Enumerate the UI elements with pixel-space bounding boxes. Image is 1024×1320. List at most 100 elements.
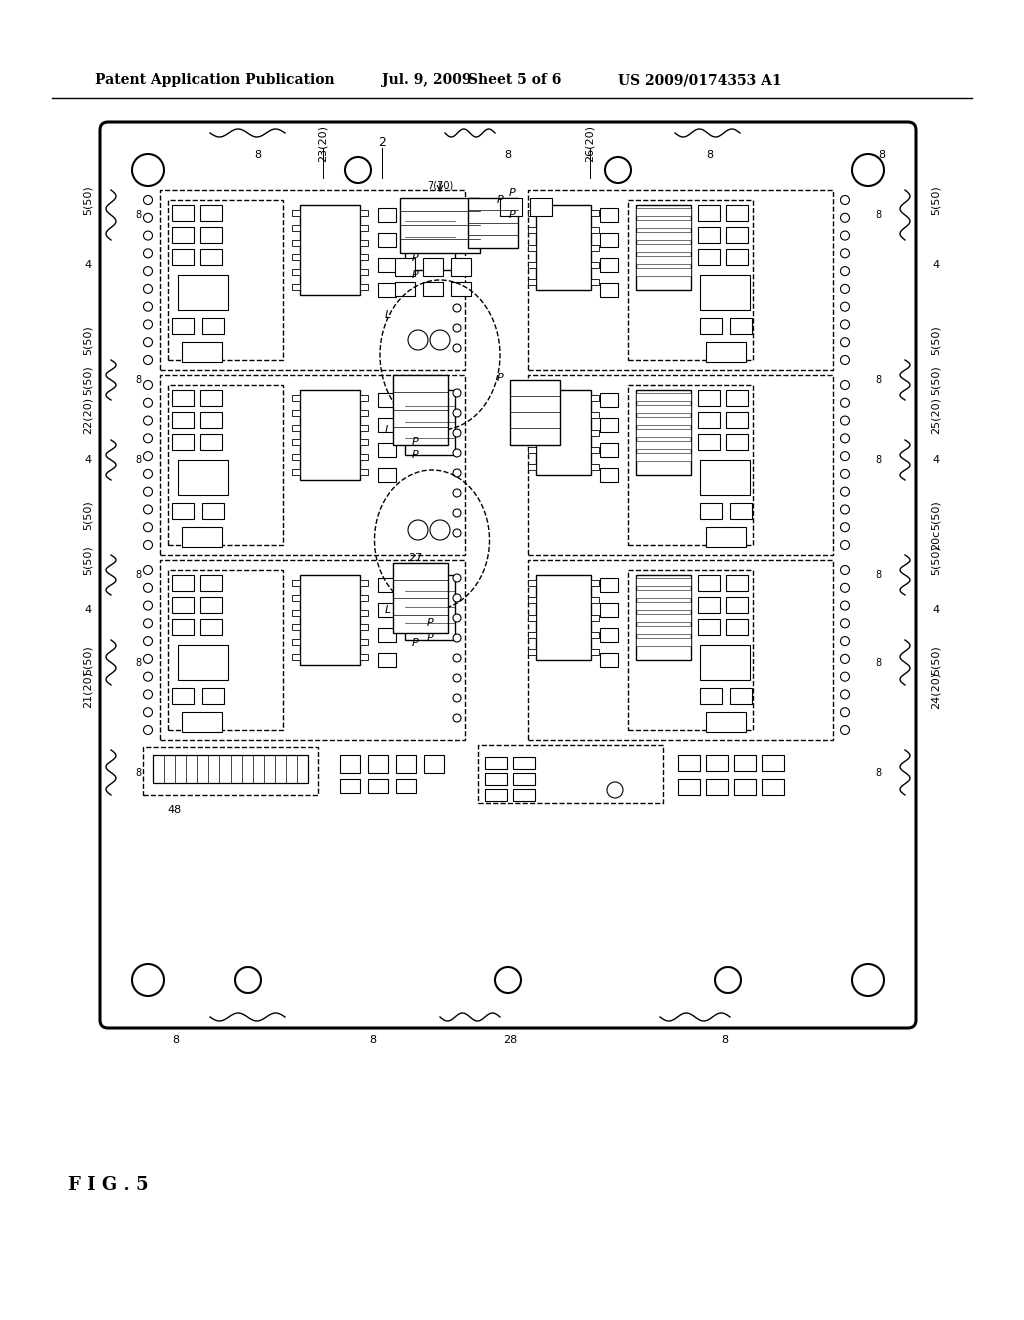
Circle shape [143, 672, 153, 681]
Circle shape [453, 244, 461, 252]
Bar [340, 755, 360, 774]
FancyBboxPatch shape [100, 121, 916, 1028]
Bar [636, 244, 691, 252]
Circle shape [143, 523, 153, 532]
Bar [200, 389, 222, 407]
Bar [528, 227, 536, 234]
Bar [700, 275, 750, 310]
Circle shape [143, 355, 153, 364]
Bar [591, 632, 599, 638]
Text: 26(20): 26(20) [585, 124, 595, 161]
Circle shape [841, 434, 850, 442]
Bar [292, 624, 300, 631]
Circle shape [841, 399, 850, 408]
Bar [393, 399, 415, 414]
Bar [730, 688, 752, 704]
Bar [600, 234, 618, 247]
Circle shape [453, 449, 461, 457]
Text: 5(50): 5(50) [83, 500, 93, 529]
Bar [160, 560, 465, 741]
Circle shape [143, 726, 153, 734]
Bar [172, 619, 194, 635]
Text: 28: 28 [503, 1035, 517, 1045]
Bar [700, 688, 722, 704]
Circle shape [143, 284, 153, 293]
Bar [698, 249, 720, 265]
Bar [636, 256, 691, 264]
Bar [528, 649, 536, 655]
Circle shape [841, 355, 850, 364]
Text: Jul. 9, 2009: Jul. 9, 2009 [382, 73, 471, 87]
Bar [168, 201, 283, 360]
Bar [600, 418, 618, 432]
Bar [360, 240, 368, 246]
Bar [360, 653, 368, 660]
Bar [528, 632, 536, 638]
Circle shape [408, 330, 428, 350]
Text: 5(50): 5(50) [931, 545, 941, 576]
Circle shape [453, 389, 461, 397]
Bar [292, 284, 300, 290]
Bar [292, 579, 300, 586]
Bar [421, 583, 443, 599]
Bar [200, 205, 222, 220]
Bar [485, 789, 507, 801]
Bar [421, 564, 443, 579]
Bar [423, 257, 443, 276]
Text: 22(20): 22(20) [83, 396, 93, 433]
Bar [726, 249, 748, 265]
Text: P: P [497, 195, 504, 205]
Circle shape [453, 284, 461, 292]
Circle shape [841, 214, 850, 222]
Bar [536, 576, 591, 660]
Bar [510, 380, 560, 445]
Bar [178, 275, 228, 310]
Bar [378, 418, 396, 432]
Bar [636, 638, 691, 645]
Bar [698, 205, 720, 220]
Bar [202, 318, 224, 334]
Circle shape [143, 506, 153, 513]
Bar [513, 789, 535, 801]
Circle shape [841, 672, 850, 681]
Circle shape [852, 154, 884, 186]
Bar [591, 412, 599, 418]
Circle shape [143, 380, 153, 389]
Bar [360, 255, 368, 260]
Bar [500, 198, 522, 216]
Circle shape [143, 619, 153, 628]
Circle shape [143, 195, 153, 205]
Text: P: P [509, 187, 515, 198]
Bar [202, 503, 224, 519]
Circle shape [143, 470, 153, 478]
Circle shape [132, 154, 164, 186]
Circle shape [841, 565, 850, 574]
Bar [636, 389, 691, 475]
Text: 25(20): 25(20) [931, 396, 941, 433]
Text: 5(50): 5(50) [83, 645, 93, 675]
Text: P: P [412, 253, 419, 263]
Circle shape [143, 338, 153, 347]
Bar [636, 576, 691, 660]
Circle shape [841, 540, 850, 549]
Text: 8: 8 [874, 657, 881, 668]
Bar [528, 615, 536, 620]
Bar [378, 282, 396, 297]
Text: 4: 4 [933, 455, 940, 465]
Text: F I G . 5: F I G . 5 [68, 1176, 148, 1195]
Text: 5(50): 5(50) [83, 185, 93, 215]
Bar [528, 210, 536, 216]
Bar [706, 527, 746, 546]
Bar [200, 434, 222, 450]
Text: 4: 4 [84, 455, 91, 465]
Bar [698, 619, 720, 635]
Text: P: P [509, 210, 515, 220]
Bar [360, 639, 368, 645]
Text: Patent Application Publication: Patent Application Publication [95, 73, 335, 87]
Bar [396, 779, 416, 793]
Bar [378, 628, 396, 642]
Text: 8: 8 [874, 375, 881, 385]
Text: 5(50): 5(50) [83, 545, 93, 576]
Bar [528, 395, 536, 401]
Bar [393, 564, 449, 634]
